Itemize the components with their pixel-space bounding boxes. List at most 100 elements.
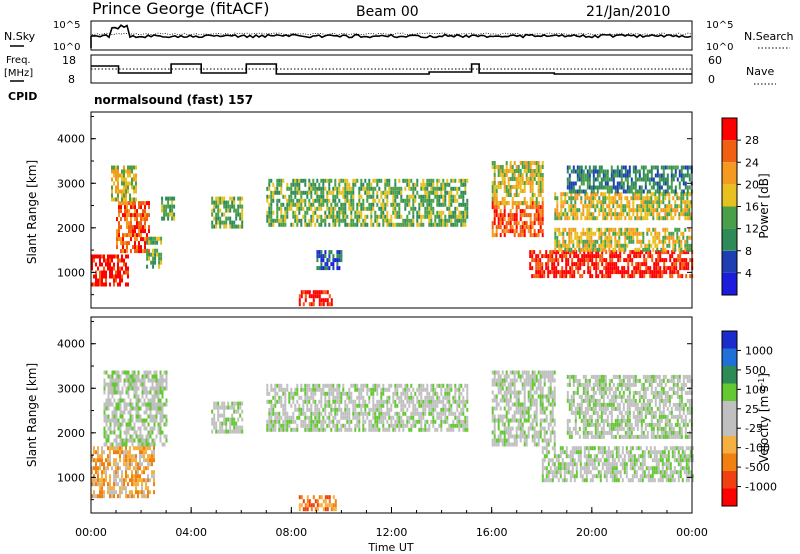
velocity-cb-tick-1: 500 <box>745 364 766 377</box>
velocity-cb-seg-9 <box>722 331 737 349</box>
velocity-cb-tick-4: -25 <box>745 422 763 435</box>
power-cb-tick-6: 4 <box>745 267 752 280</box>
velocity-band-7 <box>566 374 693 439</box>
power-cb-seg-5 <box>722 162 737 185</box>
velocity-cb-seg-0 <box>722 488 737 506</box>
freq-panel: Freq. [MHz] 18 8 60 0 Nave CPID normalso… <box>4 54 776 107</box>
power-band-13 <box>554 192 693 221</box>
velocity-ytick-2: 3000 <box>57 382 85 395</box>
power-band-7 <box>298 290 333 307</box>
power-ytick-3: 4000 <box>57 133 85 146</box>
power-cb-tick-1: 24 <box>745 156 759 169</box>
velocity-band-3 <box>266 383 469 432</box>
cpid-text: normalsound (fast) 157 <box>94 93 253 107</box>
power-cb-seg-7 <box>722 118 737 141</box>
velocity-cb-seg-6 <box>722 383 737 401</box>
power-ytick-0: 1000 <box>57 266 85 279</box>
power-band-4 <box>161 196 176 221</box>
velocity-cb-tick-7: -1000 <box>745 481 777 494</box>
velocity-band-2 <box>211 401 244 434</box>
velocity-panel: 1000 2000 3000 4000 Slant Range [km] 00:00 0… <box>25 316 708 554</box>
cpid-label: CPID <box>8 90 37 103</box>
velocity-cb-seg-3 <box>722 436 737 454</box>
nave-axis-bottom-right: 0 <box>708 73 715 86</box>
velocity-cb-seg-1 <box>722 471 737 489</box>
power-band-12 <box>554 227 693 252</box>
time-tick-5: 20:00 <box>576 526 608 539</box>
power-cb-tick-5: 8 <box>745 245 752 258</box>
time-tick-2: 08:00 <box>275 526 307 539</box>
velocity-cb-seg-4 <box>722 418 737 436</box>
power-ytick-2: 3000 <box>57 177 85 190</box>
date-label: 21/Jan/2010 <box>586 4 670 20</box>
power-cb-seg-2 <box>722 228 737 251</box>
power-cb-seg-3 <box>722 206 737 229</box>
power-ylabel: Slant Range [km] <box>25 160 39 264</box>
freq-label-line1: Freq. <box>6 55 31 66</box>
time-axis-label: Time UT <box>367 541 413 554</box>
noise-axis-bottom-right: 10^0 <box>706 42 733 53</box>
velocity-cb-seg-8 <box>722 348 737 366</box>
power-band-3 <box>146 236 163 269</box>
velocity-band-0 <box>91 446 155 499</box>
time-tick-4: 16:00 <box>476 526 508 539</box>
power-cb-tick-3: 16 <box>745 201 759 214</box>
power-band-9 <box>491 201 544 238</box>
nsearch-series <box>90 32 692 36</box>
power-band-14 <box>566 165 693 194</box>
time-tick-6: 00:00 <box>676 526 708 539</box>
power-band-10 <box>491 161 544 205</box>
velocity-band-4 <box>298 495 337 512</box>
velocity-band-1 <box>103 370 168 447</box>
nsky-series <box>90 24 692 48</box>
power-band-5 <box>211 196 244 229</box>
velocity-ylabel: Slant Range [km] <box>25 363 39 467</box>
power-band-6 <box>266 178 469 227</box>
velocity-cb-tick-0: 1000 <box>745 344 773 357</box>
power-cb-tick-2: 20 <box>745 178 759 191</box>
velocity-colorbar-label: Velocity [m s-1] <box>757 373 771 463</box>
site-title: Prince George (fitACF) <box>92 0 270 18</box>
power-band-1 <box>116 201 150 254</box>
velocity-cb-tick-2: 100 <box>745 383 766 396</box>
time-tick-0: 00:00 <box>75 526 107 539</box>
time-tick-1: 04:00 <box>175 526 207 539</box>
velocity-ytick-1: 2000 <box>57 427 85 440</box>
power-colorbar-label: Power [dB] <box>757 173 771 238</box>
noise-panel: N.Sky 10^5 10^0 10^5 10^0 N.Search <box>4 20 794 53</box>
power-band-2 <box>111 165 137 202</box>
freq-axis-bottom-left: 8 <box>68 73 75 86</box>
velocity-cb-tick-3: 25 <box>745 403 759 416</box>
power-cb-tick-4: 12 <box>745 223 759 236</box>
velocity-ytick-0: 1000 <box>57 471 85 484</box>
velocity-cb-tick-5: -100 <box>745 442 770 455</box>
freq-axis-top-left: 18 <box>62 54 76 67</box>
velocity-cb-seg-7 <box>722 366 737 384</box>
power-ytick-1: 2000 <box>57 222 85 235</box>
nsky-label: N.Sky <box>4 30 36 43</box>
power-band-8 <box>316 250 343 271</box>
velocity-band-5 <box>491 370 556 447</box>
freq-series <box>91 63 692 75</box>
power-cb-seg-6 <box>722 140 737 163</box>
velocity-cb-seg-5 <box>722 401 737 419</box>
noise-axis-top-left: 10^5 <box>53 20 80 31</box>
nsearch-label: N.Search <box>744 30 794 43</box>
noise-axis-bottom-left: 10^0 <box>53 42 80 53</box>
time-tick-3: 12:00 <box>376 526 408 539</box>
velocity-cb-seg-2 <box>722 453 737 471</box>
power-cb-seg-4 <box>722 184 737 207</box>
freq-label-line2: [MHz] <box>4 68 33 79</box>
nave-label: Nave <box>746 65 774 78</box>
velocity-band-6 <box>541 446 694 483</box>
velocity-ytick-3: 4000 <box>57 338 85 351</box>
power-panel: 1000 2000 3000 4000 Slant Range [km] <box>25 111 694 309</box>
power-cb-seg-0 <box>722 272 737 295</box>
power-colorbar: 28 24 20 16 12 8 4 Power [dB] <box>721 117 771 296</box>
nave-axis-top-right: 60 <box>708 54 722 67</box>
power-cb-seg-1 <box>722 250 737 273</box>
power-band-11 <box>529 250 694 279</box>
velocity-colorbar: 1000 500 100 25 -25 -100 -500 -1000 Velocity [m… <box>721 330 777 507</box>
velocity-cb-tick-6: -500 <box>745 461 770 474</box>
